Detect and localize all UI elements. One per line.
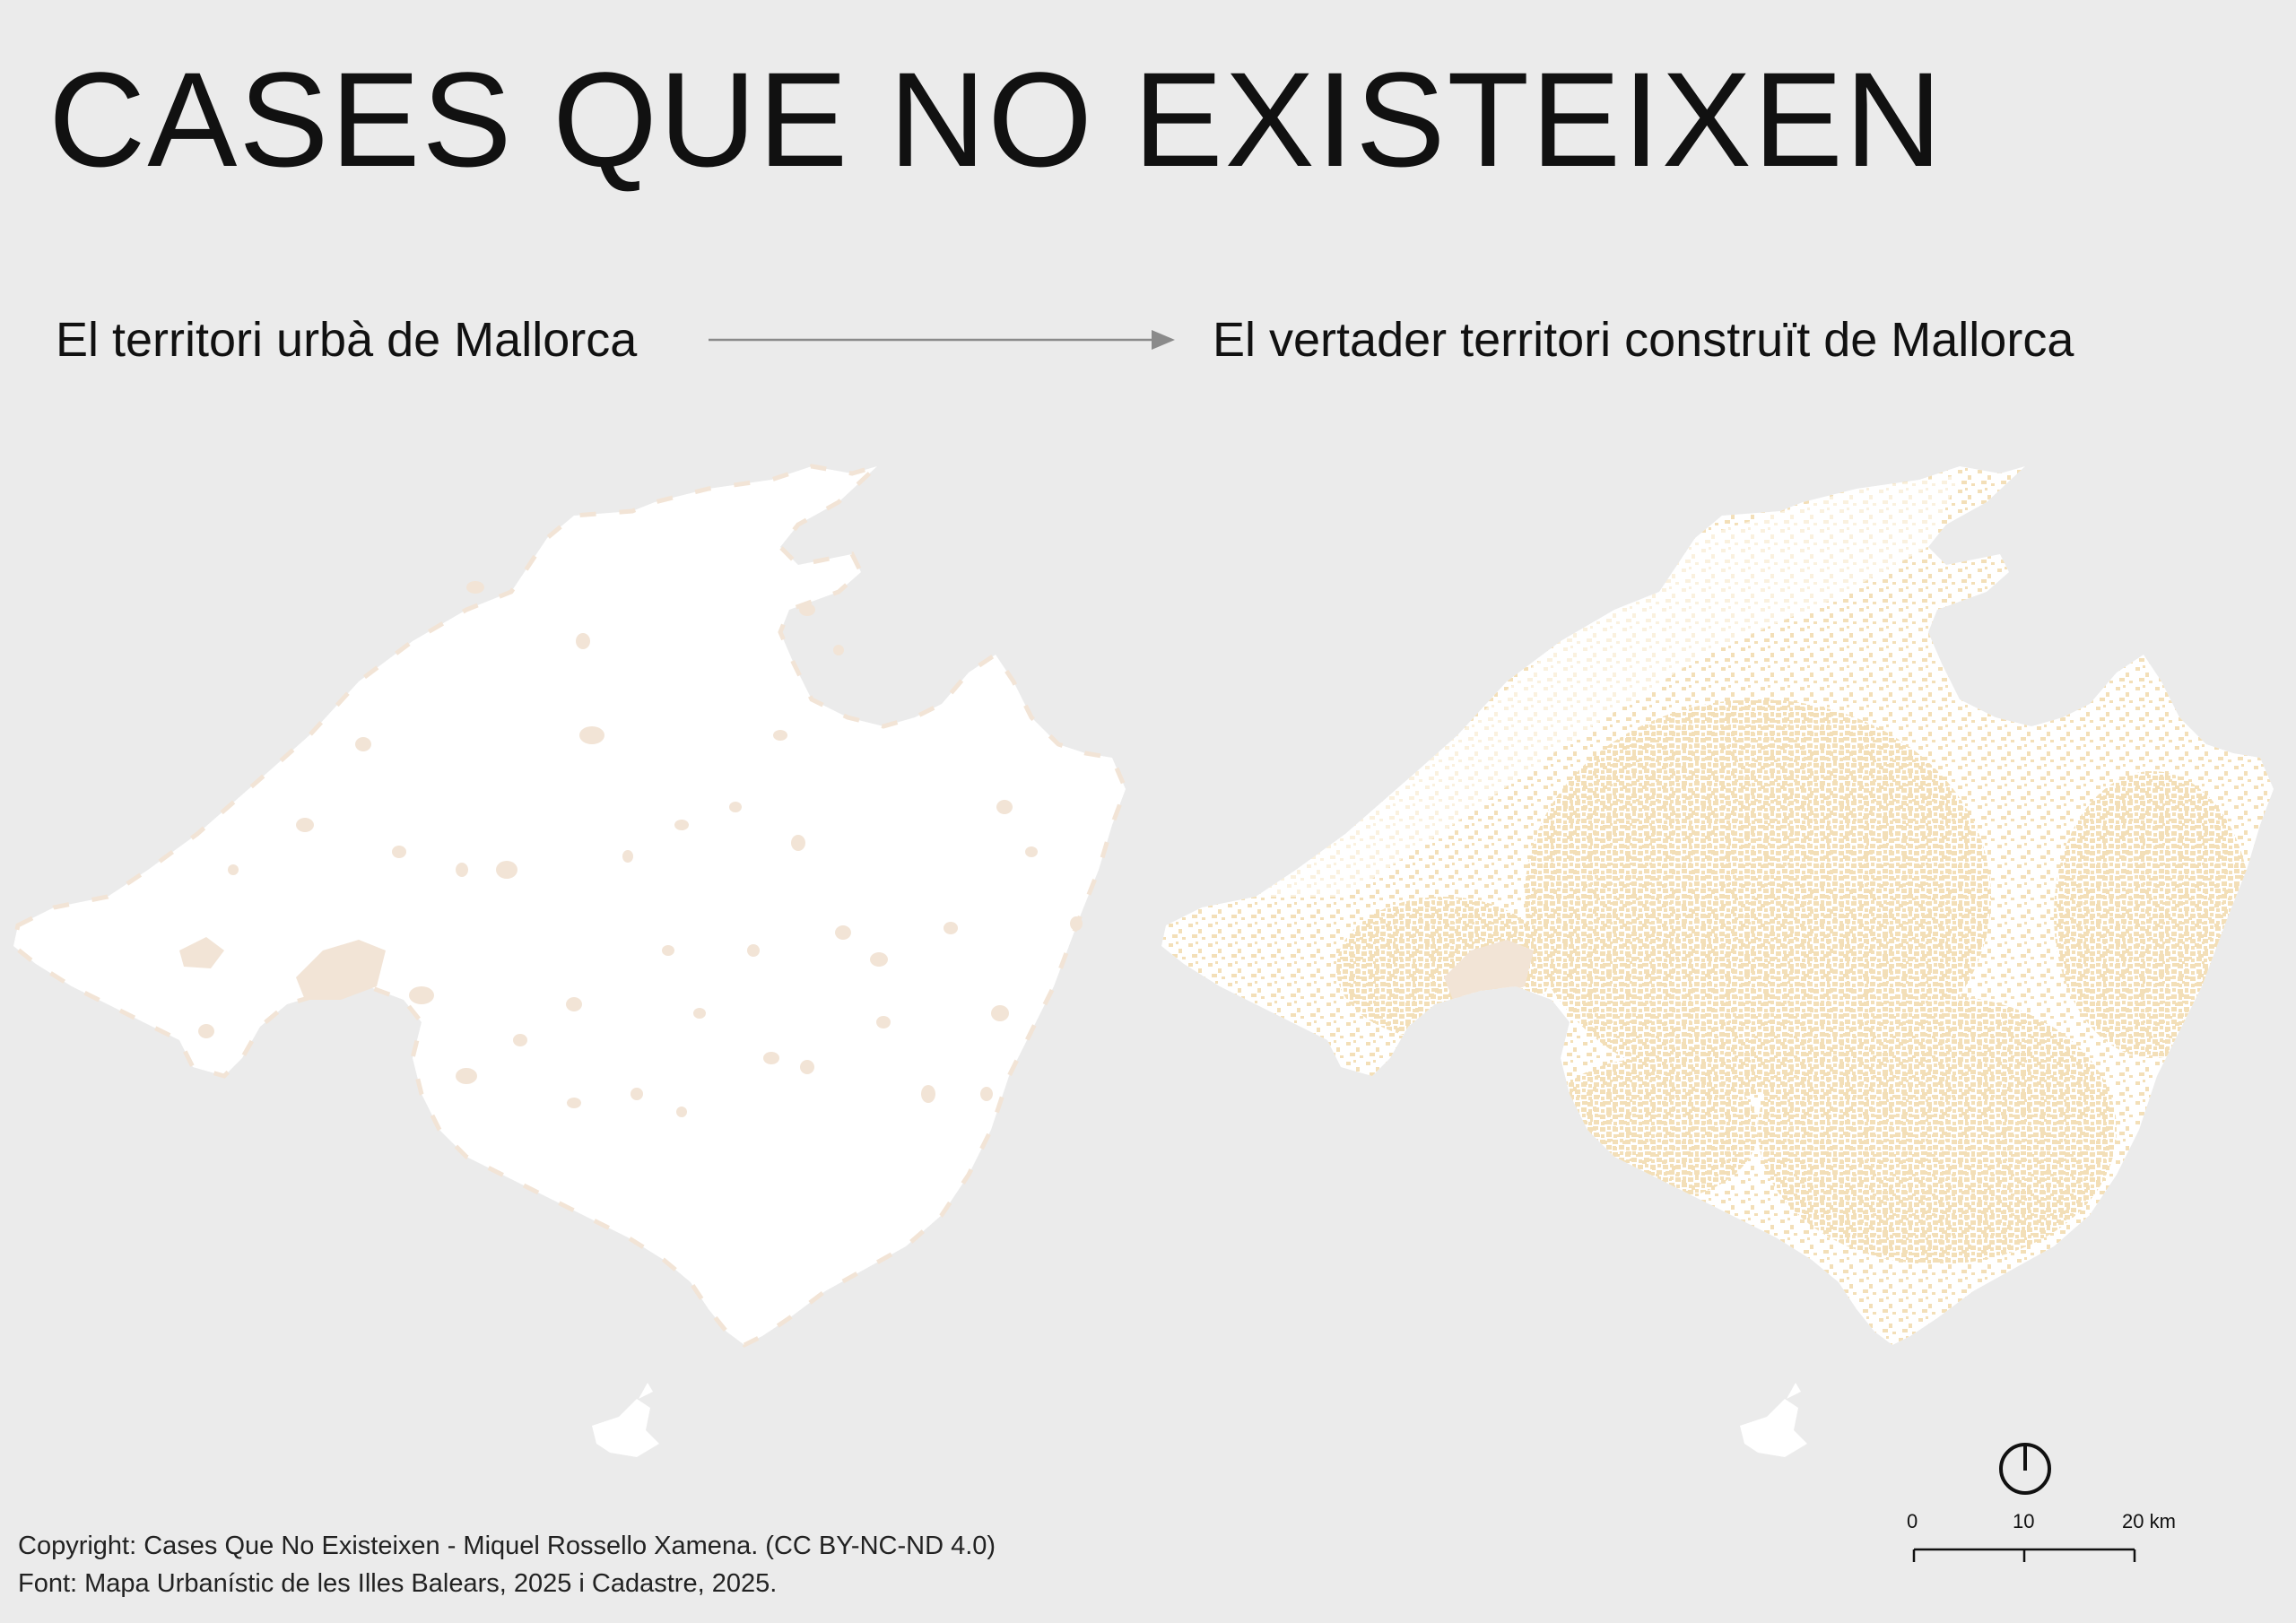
north-arrow-icon <box>1999 1443 2051 1495</box>
map-urban-territory <box>0 448 1157 1457</box>
scale-tick-10: 10 <box>2013 1510 2035 1532</box>
right-map-label: El vertader territori construït de Mallo… <box>1213 313 2074 367</box>
scale-bar: 0 10 20 km <box>1900 1506 2205 1587</box>
arrow-right-icon <box>709 330 1175 350</box>
page-title: CASES QUE NO EXISTEIXEN <box>48 44 1944 195</box>
cabrera-island <box>592 1399 659 1457</box>
scale-tick-0: 0 <box>1907 1510 1918 1532</box>
map-built-territory <box>1161 466 2274 1457</box>
built-area-dense <box>1336 699 2251 1264</box>
cabrera-island <box>1740 1399 1807 1457</box>
scale-tick-20: 20 km <box>2122 1510 2176 1532</box>
mountain-area <box>1256 475 1960 897</box>
left-map-label: El territori urbà de Mallorca <box>56 313 638 367</box>
source-text: Font: Mapa Urbanístic de les Illes Balea… <box>18 1569 778 1598</box>
urban-area-patches <box>179 581 1083 1117</box>
copyright-text: Copyright: Cases Que No Existeixen - Miq… <box>18 1532 996 1560</box>
